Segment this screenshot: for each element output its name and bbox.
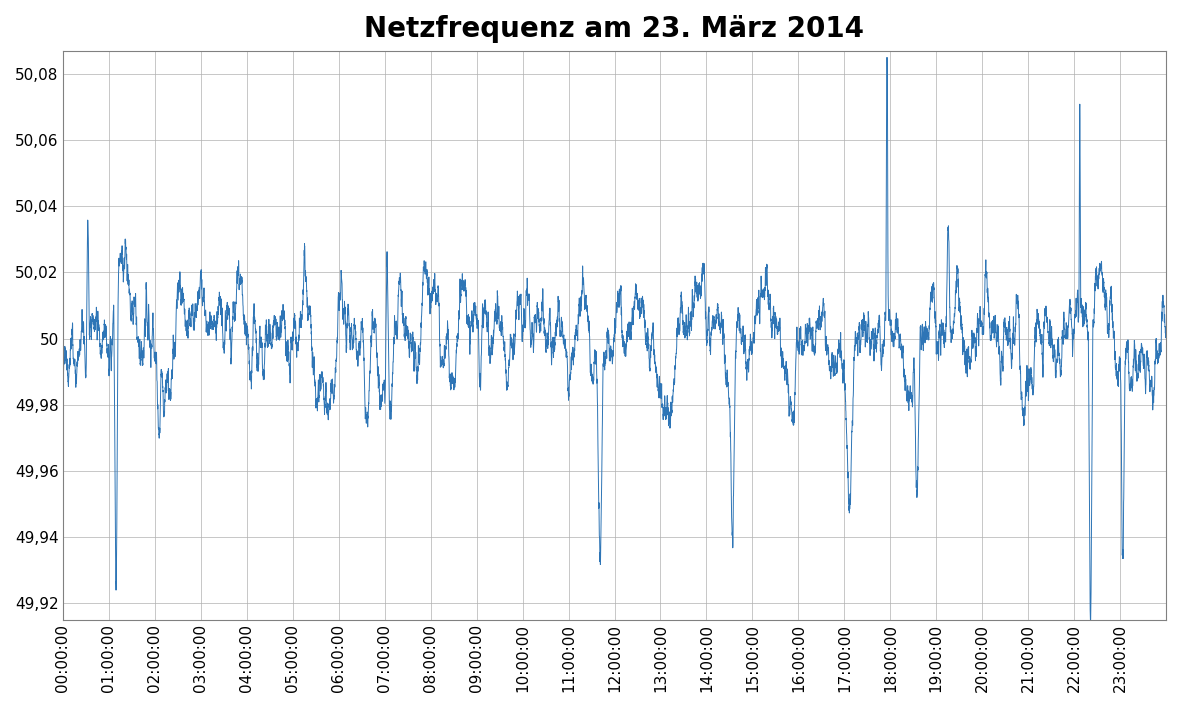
Title: Netzfrequenz am 23. März 2014: Netzfrequenz am 23. März 2014 (365, 15, 864, 43)
